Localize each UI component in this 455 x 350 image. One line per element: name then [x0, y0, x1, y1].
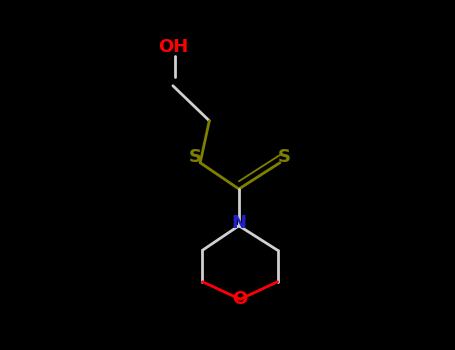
Text: S: S: [189, 148, 202, 167]
Text: N: N: [232, 214, 246, 232]
Text: OH: OH: [158, 38, 188, 56]
Text: O: O: [233, 290, 248, 308]
Text: S: S: [278, 148, 291, 167]
